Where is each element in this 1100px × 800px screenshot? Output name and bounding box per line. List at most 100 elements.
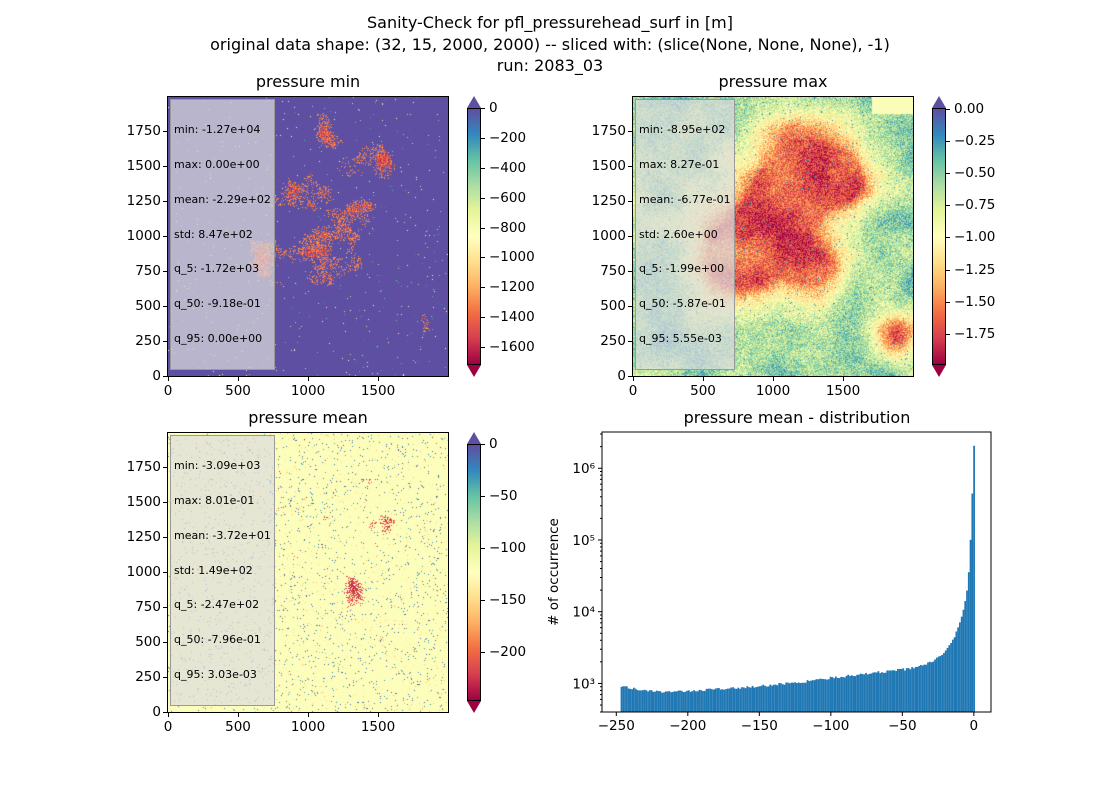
histogram-bar: [677, 690, 680, 712]
histogram-bar: [680, 690, 683, 712]
histogram-bar: [973, 445, 975, 712]
histogram-bar: [957, 627, 960, 712]
colorbar-tick-mark: [946, 237, 950, 239]
histogram-bar: [625, 686, 628, 712]
histogram-bar: [810, 680, 812, 712]
x-tick-label: 1500: [825, 383, 861, 399]
histogram-bar: [932, 661, 935, 712]
figure-title-line3: run: 2083_03: [496, 56, 604, 75]
y-tick-label: 1750: [126, 123, 161, 139]
colorbar-tick-label: 0: [489, 436, 498, 452]
histogram-bar: [916, 666, 919, 712]
histogram-bar: [881, 672, 883, 712]
y-tick-mark: [163, 607, 167, 608]
histogram-bar: [641, 690, 644, 712]
y-tick-mark: [163, 201, 167, 202]
histogram-bar: [928, 661, 931, 712]
histogram-bar: [732, 687, 734, 712]
histogram-bar: [877, 671, 880, 712]
y-tick-mark: [628, 236, 632, 237]
y-tick-label: 10⁶: [572, 461, 595, 477]
histogram-bar: [648, 690, 651, 712]
histogram-bar: [765, 686, 768, 712]
y-tick-mark: [163, 306, 167, 307]
histogram-bar: [737, 687, 740, 712]
stat-line: max: 8.27e-01: [639, 157, 720, 171]
histogram-bar: [959, 622, 961, 712]
histogram-bar: [905, 668, 908, 712]
histogram-bar: [944, 650, 947, 712]
x-tick-label: 1000: [755, 383, 791, 399]
histogram-bar: [654, 691, 657, 712]
histogram-bar: [898, 668, 901, 712]
histogram-bar: [691, 691, 694, 712]
histogram-bar: [838, 678, 841, 712]
figure-title-line2: original data shape: (32, 15, 2000, 2000…: [210, 35, 890, 54]
histogram-bar: [661, 692, 664, 712]
y-tick-mark: [163, 677, 167, 678]
histogram-bar: [803, 682, 805, 712]
histogram-bar: [652, 691, 655, 712]
histogram-bar: [819, 678, 821, 712]
x-tick-label: 0: [970, 718, 979, 734]
histogram-bar: [843, 677, 846, 712]
colorbar-tick-label: −1200: [489, 279, 535, 296]
histogram-bar: [893, 670, 896, 712]
y-tick-label: 250: [600, 333, 626, 349]
y-tick-label: 1250: [126, 529, 161, 545]
y-tick-label: 10⁵: [572, 533, 595, 549]
y-tick-mark: [628, 201, 632, 202]
colorbar-min: [467, 108, 481, 365]
histogram-bar: [886, 670, 889, 712]
x-tick-mark: [378, 377, 379, 381]
y-tick-label: 750: [600, 263, 626, 279]
histogram-bar: [640, 690, 642, 712]
histogram-bar: [726, 688, 729, 712]
y-tick-label: 500: [135, 298, 161, 314]
colorbar-extend-bottom: [467, 701, 481, 713]
histogram-bar: [969, 539, 972, 712]
y-tick-mark: [163, 642, 167, 643]
colorbar-tick-mark: [481, 137, 485, 139]
colorbar-tick-label: −400: [489, 159, 527, 176]
histogram-frame: [601, 431, 992, 713]
y-tick-label: 0: [152, 704, 161, 720]
histogram-bar: [634, 688, 637, 712]
y-tick-label: 1750: [591, 123, 626, 139]
y-tick-mark: [628, 376, 632, 377]
histogram-bar: [842, 677, 844, 712]
y-tick-mark: [163, 166, 167, 167]
colorbar-tick-mark: [946, 334, 950, 336]
x-tick-mark: [238, 713, 239, 717]
histogram-bar: [700, 690, 703, 712]
y-tick-mark: [163, 537, 167, 538]
x-tick-mark: [238, 377, 239, 381]
x-tick-mark: [308, 713, 309, 717]
colorbar-tick-mark: [481, 347, 485, 349]
histogram-bar: [953, 637, 956, 712]
histogram-bar: [937, 656, 940, 712]
histogram-bar: [923, 664, 926, 712]
x-tick-label: 0: [628, 383, 638, 399]
colorbar-tick-mark: [481, 257, 485, 259]
histogram-bar: [799, 683, 802, 712]
panel-title-max: pressure max: [718, 72, 828, 91]
histogram-bar: [966, 590, 968, 712]
histogram-bar: [788, 683, 791, 712]
histogram-bar: [796, 683, 798, 712]
histogram-bar: [774, 684, 777, 712]
y-tick-label: 750: [135, 599, 161, 615]
histogram-bar: [955, 631, 958, 712]
histogram-bar: [804, 682, 807, 712]
stat-line: min: -1.27e+04: [174, 123, 261, 137]
stat-line: mean: -3.72e+01: [174, 528, 271, 542]
histogram-bar: [733, 688, 736, 712]
histogram-title: pressure mean - distribution: [683, 408, 911, 427]
histogram-bar: [735, 688, 738, 712]
stats-box-max: min: -8.95e+02 max: 8.27e-01 mean: -6.77…: [635, 99, 735, 370]
histogram-bar: [921, 665, 924, 712]
histogram-bar: [852, 675, 855, 712]
histogram-bar: [967, 572, 970, 712]
histogram-bar: [930, 662, 933, 712]
x-tick-mark: [633, 377, 634, 381]
